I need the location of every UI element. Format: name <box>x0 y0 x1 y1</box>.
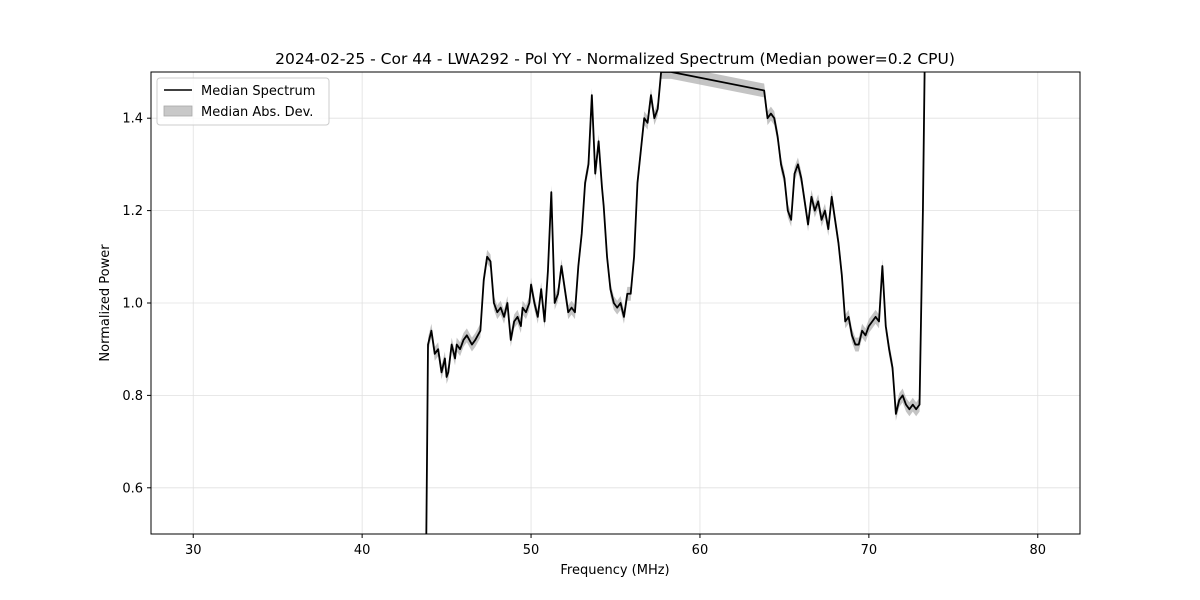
y-tick-label: 0.6 <box>122 481 143 496</box>
legend: Median Spectrum Median Abs. Dev. <box>156 77 330 126</box>
legend-label-median-spectrum: Median Spectrum <box>201 84 315 99</box>
plot-area <box>425 72 926 534</box>
x-axis-label: Frequency (MHz) <box>560 563 669 578</box>
chart-title: 2024-02-25 - Cor 44 - LWA292 - Pol YY - … <box>275 50 955 68</box>
y-axis-ticks: 0.6 0.8 1.0 1.2 1.4 <box>122 112 151 496</box>
y-tick-label: 0.8 <box>122 389 143 404</box>
y-tick-label: 1.4 <box>122 112 143 127</box>
x-tick-label: 30 <box>185 543 202 558</box>
x-tick-label: 40 <box>354 543 371 558</box>
x-tick-label: 80 <box>1029 543 1046 558</box>
x-tick-label: 60 <box>692 543 709 558</box>
x-tick-label: 70 <box>861 543 878 558</box>
y-tick-label: 1.2 <box>122 204 143 219</box>
legend-box <box>156 77 330 126</box>
legend-band-swatch <box>163 105 193 117</box>
grid-lines <box>151 72 1080 534</box>
y-axis-label: Normalized Power <box>98 244 113 362</box>
legend-label-median-abs-dev: Median Abs. Dev. <box>201 105 313 120</box>
y-tick-label: 1.0 <box>122 297 143 312</box>
x-axis-ticks: 30 40 50 60 70 80 <box>185 534 1046 558</box>
x-tick-label: 50 <box>523 543 540 558</box>
median-spectrum-line <box>425 72 926 534</box>
